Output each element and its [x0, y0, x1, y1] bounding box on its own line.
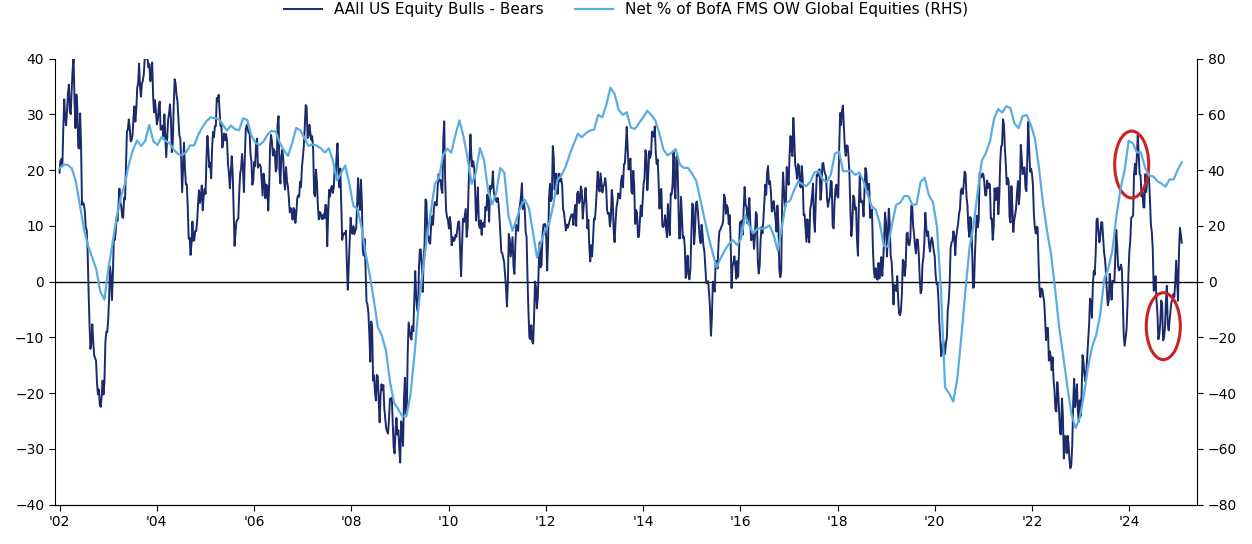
Net % of BofA FMS OW Global Equities (RHS): [725, 237, 740, 244]
Net % of BofA FMS OW Global Equities (RHS): [1068, 424, 1083, 431]
Line: Net % of BofA FMS OW Global Equities (RHS): Net % of BofA FMS OW Global Equities (RH…: [60, 88, 1182, 428]
Net % of BofA FMS OW Global Equities (RHS): [199, 118, 214, 125]
AAII US Equity Bulls - Bears: [431, 171, 446, 177]
AAII US Equity Bulls - Bears: [66, 55, 81, 62]
AAII US Equity Bulls - Bears: [642, 154, 657, 161]
Line: AAII US Equity Bulls - Bears: AAII US Equity Bulls - Bears: [60, 59, 1182, 468]
AAII US Equity Bulls - Bears: [202, 164, 217, 170]
Net % of BofA FMS OW Global Equities (RHS): [53, 165, 68, 171]
Net % of BofA FMS OW Global Equities (RHS): [627, 126, 642, 132]
AAII US Equity Bulls - Bears: [1174, 239, 1189, 246]
Net % of BofA FMS OW Global Equities (RHS): [468, 170, 483, 176]
Net % of BofA FMS OW Global Equities (RHS): [835, 168, 850, 174]
Legend: AAII US Equity Bulls - Bears, Net % of BofA FMS OW Global Equities (RHS): AAII US Equity Bulls - Bears, Net % of B…: [284, 2, 968, 17]
AAII US Equity Bulls - Bears: [242, 127, 257, 134]
AAII US Equity Bulls - Bears: [540, 267, 555, 274]
Net % of BofA FMS OW Global Equities (RHS): [640, 108, 655, 114]
AAII US Equity Bulls - Bears: [666, 148, 681, 154]
AAII US Equity Bulls - Bears: [53, 169, 68, 176]
AAII US Equity Bulls - Bears: [1063, 465, 1078, 472]
Net % of BofA FMS OW Global Equities (RHS): [1174, 159, 1189, 165]
Net % of BofA FMS OW Global Equities (RHS): [603, 84, 618, 91]
